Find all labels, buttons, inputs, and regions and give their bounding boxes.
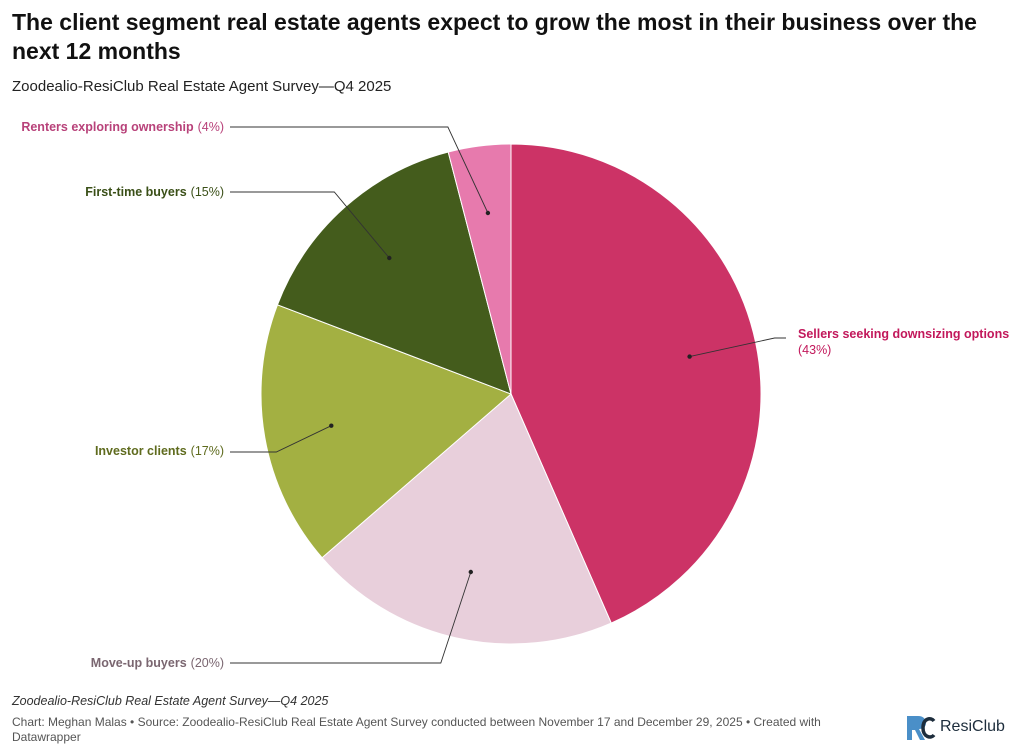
slice-label: First-time buyers (15%)	[85, 185, 224, 199]
slice-label: Move-up buyers (20%)	[91, 656, 224, 670]
pie-slice-renters-exploring-ownership[interactable]	[447, 143, 512, 395]
slice-label: Sellers seeking downsizing options (43%)	[798, 327, 1009, 357]
leader-dot	[485, 210, 491, 216]
chart-credit: Chart: Meghan Malas • Source: Zoodealio-…	[12, 715, 821, 744]
leader-line	[230, 191, 390, 259]
leader-line	[689, 337, 786, 358]
resiclub-logo-icon	[907, 716, 936, 740]
leader-dot	[687, 354, 692, 359]
slice-label-name: Move-up buyers	[91, 656, 187, 670]
slice-label-value: (20%)	[191, 656, 224, 670]
brand-name: ResiClub	[940, 718, 1005, 735]
slice-label-name: Renters exploring ownership	[21, 120, 194, 134]
pie-slice-investor-clients[interactable]	[260, 304, 512, 559]
leader-line	[230, 126, 489, 214]
slice-label-value: (17%)	[191, 444, 224, 458]
leader-dot	[329, 423, 334, 428]
slice-label-name: Investor clients	[95, 444, 187, 458]
slice-label-value: (4%)	[198, 120, 224, 134]
chart-subtitle: Zoodealio-ResiClub Real Estate Agent Sur…	[12, 78, 392, 95]
leader-line	[230, 571, 472, 664]
slice-label-name: Sellers seeking downsizing options	[798, 327, 1009, 341]
pie-slice-sellers-seeking-downsizing-options[interactable]	[510, 143, 762, 624]
pie-chart: Sellers seeking downsizing options (43%) M…	[21, 120, 1009, 670]
slice-labels: Sellers seeking downsizing options (43%) M…	[21, 120, 1009, 670]
leader-dot	[468, 569, 473, 575]
brand-logo[interactable]: ResiClub	[904, 711, 1016, 743]
pie-slice-first-time-buyers[interactable]	[276, 151, 512, 395]
slice-label-value: (15%)	[191, 185, 224, 199]
slice-label-value: (43%)	[798, 343, 831, 357]
leader-dot	[387, 255, 392, 261]
slice-label-name: First-time buyers	[85, 185, 186, 199]
slice-label: Investor clients (17%)	[95, 444, 224, 458]
chart-title: The client segment real estate agents ex…	[12, 9, 977, 64]
chart-notes: Zoodealio-ResiClub Real Estate Agent Sur…	[12, 694, 329, 708]
pie-slice-move-up-buyers[interactable]	[321, 393, 612, 645]
leader-lines	[230, 126, 786, 664]
leader-line	[230, 425, 332, 453]
pie-slices	[260, 143, 762, 645]
slice-label: Renters exploring ownership (4%)	[21, 120, 224, 134]
